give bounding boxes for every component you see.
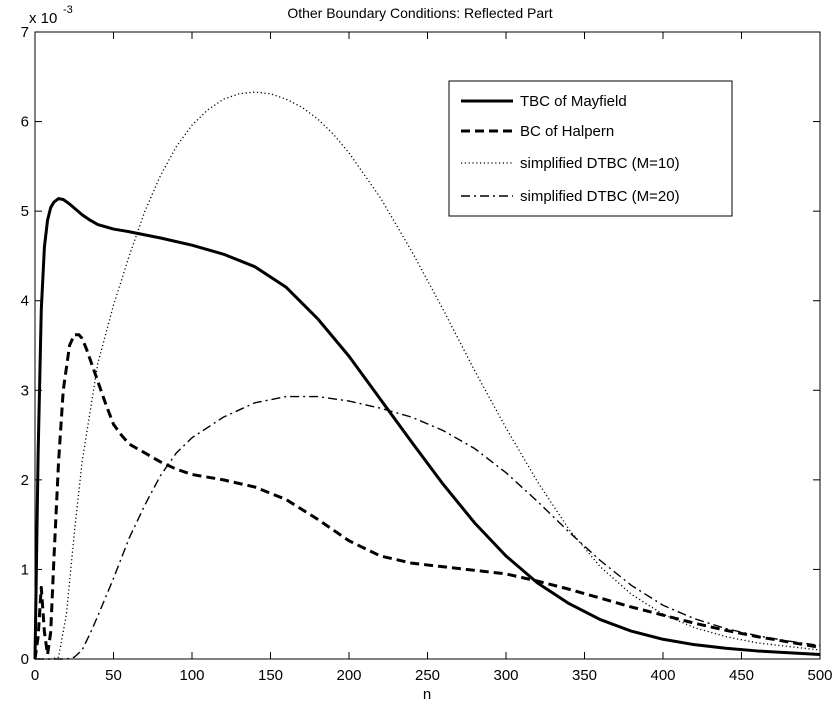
legend-box bbox=[448, 80, 733, 217]
y-tick-label: 0 bbox=[21, 651, 29, 668]
chart-title: Other Boundary Conditions: Reflected Par… bbox=[287, 5, 552, 21]
legend: TBC of Mayfield BC of Halpern simplified D… bbox=[448, 80, 733, 217]
legend-label-4: simplified DTBC (M=20) bbox=[520, 188, 680, 205]
x-tick-label: 100 bbox=[179, 667, 204, 684]
x-tick-label: 400 bbox=[650, 667, 675, 684]
y-tick-label: 1 bbox=[21, 561, 29, 578]
x-tick-label: 250 bbox=[415, 667, 440, 684]
x-tick-label: 450 bbox=[729, 667, 754, 684]
x-tick-label: 300 bbox=[493, 667, 518, 684]
y-tick-label: 4 bbox=[21, 293, 29, 310]
legend-entries: TBC of Mayfield BC of Halpern simplified D… bbox=[461, 93, 680, 205]
series-line-1 bbox=[33, 197, 821, 660]
x-tick-label: 150 bbox=[258, 667, 283, 684]
x-tick-label: 0 bbox=[31, 667, 39, 684]
legend-label-1: TBC of Mayfield bbox=[520, 93, 627, 110]
series-line-3 bbox=[35, 91, 821, 660]
series-layer bbox=[33, 91, 821, 660]
series-line-2 bbox=[33, 333, 821, 660]
x-tick-label: 50 bbox=[105, 667, 122, 684]
y-scale-exponent: -3 bbox=[63, 4, 73, 16]
x-axis-label: n bbox=[423, 686, 431, 703]
x-tick-label: 350 bbox=[572, 667, 597, 684]
y-scale-label: x 10 bbox=[29, 10, 57, 27]
x-tick-label: 500 bbox=[807, 667, 832, 684]
y-tick-label: 6 bbox=[21, 114, 29, 131]
y-tick-label: 3 bbox=[21, 382, 29, 399]
y-tick-label: 5 bbox=[21, 203, 29, 220]
legend-label-2: BC of Halpern bbox=[520, 123, 614, 140]
y-tick-label: 7 bbox=[21, 24, 29, 41]
tick-layer: 0 50 100 150 200 250 300 350 400 450 500 0 1 2 3 4 5 6 7 bbox=[21, 24, 833, 684]
series-line-4 bbox=[35, 395, 821, 660]
y-tick-label: 2 bbox=[21, 472, 29, 489]
legend-label-3: simplified DTBC (M=10) bbox=[520, 155, 680, 172]
x-tick-label: 200 bbox=[336, 667, 361, 684]
y-scale-annotation: x 10 -3 bbox=[29, 4, 73, 27]
